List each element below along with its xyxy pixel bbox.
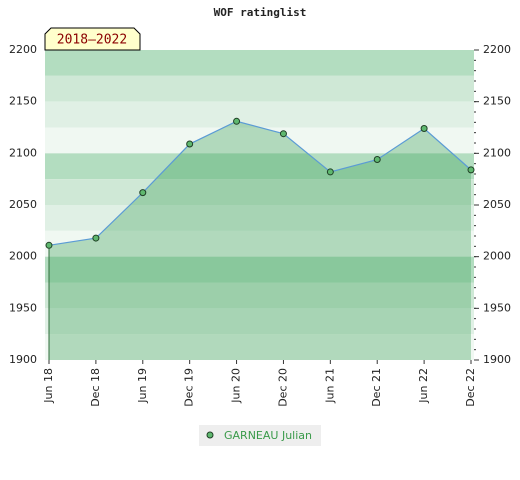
y-tick-label: 1950 xyxy=(9,301,37,314)
band xyxy=(45,308,474,335)
band xyxy=(45,282,474,309)
x-tick-label: Jun 22 xyxy=(417,368,430,404)
y2-tick-label: 2050 xyxy=(483,198,511,211)
x-tick-label: Jun 18 xyxy=(42,368,55,404)
y-tick-label: 2100 xyxy=(9,146,37,159)
band xyxy=(45,334,474,360)
band xyxy=(45,127,474,154)
band xyxy=(45,75,474,102)
y-tick-label: 2150 xyxy=(9,95,37,108)
y2-tick-label: 1950 xyxy=(483,301,511,314)
marker xyxy=(279,130,287,138)
marker xyxy=(326,168,334,176)
y2-tick-label: 2200 xyxy=(483,43,511,56)
y-tick-label: 2050 xyxy=(9,198,37,211)
legend-label: GARNEAU Julian xyxy=(224,429,312,442)
period-badge xyxy=(44,27,141,51)
x-tick-label: Dec 20 xyxy=(276,368,289,407)
legend-marker xyxy=(206,431,214,439)
marker xyxy=(45,241,53,249)
plot xyxy=(45,117,475,360)
x-tick-label: Jun 20 xyxy=(230,368,243,404)
y2-tick-label: 2100 xyxy=(483,146,511,159)
x-tick-label: Jun 19 xyxy=(136,368,149,404)
band xyxy=(45,230,474,257)
y2-tick-label: 1900 xyxy=(483,353,511,366)
band xyxy=(45,153,474,180)
y-tick-label: 1900 xyxy=(9,353,37,366)
y-tick-label: 2000 xyxy=(9,250,37,263)
x-tick-label: Dec 21 xyxy=(370,368,383,407)
chart-title: WOF ratinglist xyxy=(214,6,307,19)
background-bands xyxy=(45,50,474,360)
marker xyxy=(186,140,194,148)
marker xyxy=(467,166,475,174)
marker xyxy=(420,125,428,133)
x-tick-label: Dec 22 xyxy=(464,368,477,407)
y2-tick-label: 2150 xyxy=(483,95,511,108)
band xyxy=(45,179,474,205)
marker xyxy=(233,117,241,125)
band xyxy=(45,50,474,76)
band xyxy=(45,256,474,283)
y2-tick-label: 2000 xyxy=(483,250,511,263)
marker xyxy=(92,234,100,242)
x-tick-label: Dec 18 xyxy=(89,368,102,407)
marker xyxy=(373,156,381,164)
marker xyxy=(139,189,147,197)
legend xyxy=(199,425,321,446)
x-tick-label: Dec 19 xyxy=(183,368,196,407)
period-label: 2018–2022 xyxy=(57,33,127,48)
band xyxy=(45,101,474,128)
line xyxy=(48,120,472,246)
y-tick-label: 2200 xyxy=(9,43,37,56)
x-tick-label: Jun 21 xyxy=(323,368,336,404)
